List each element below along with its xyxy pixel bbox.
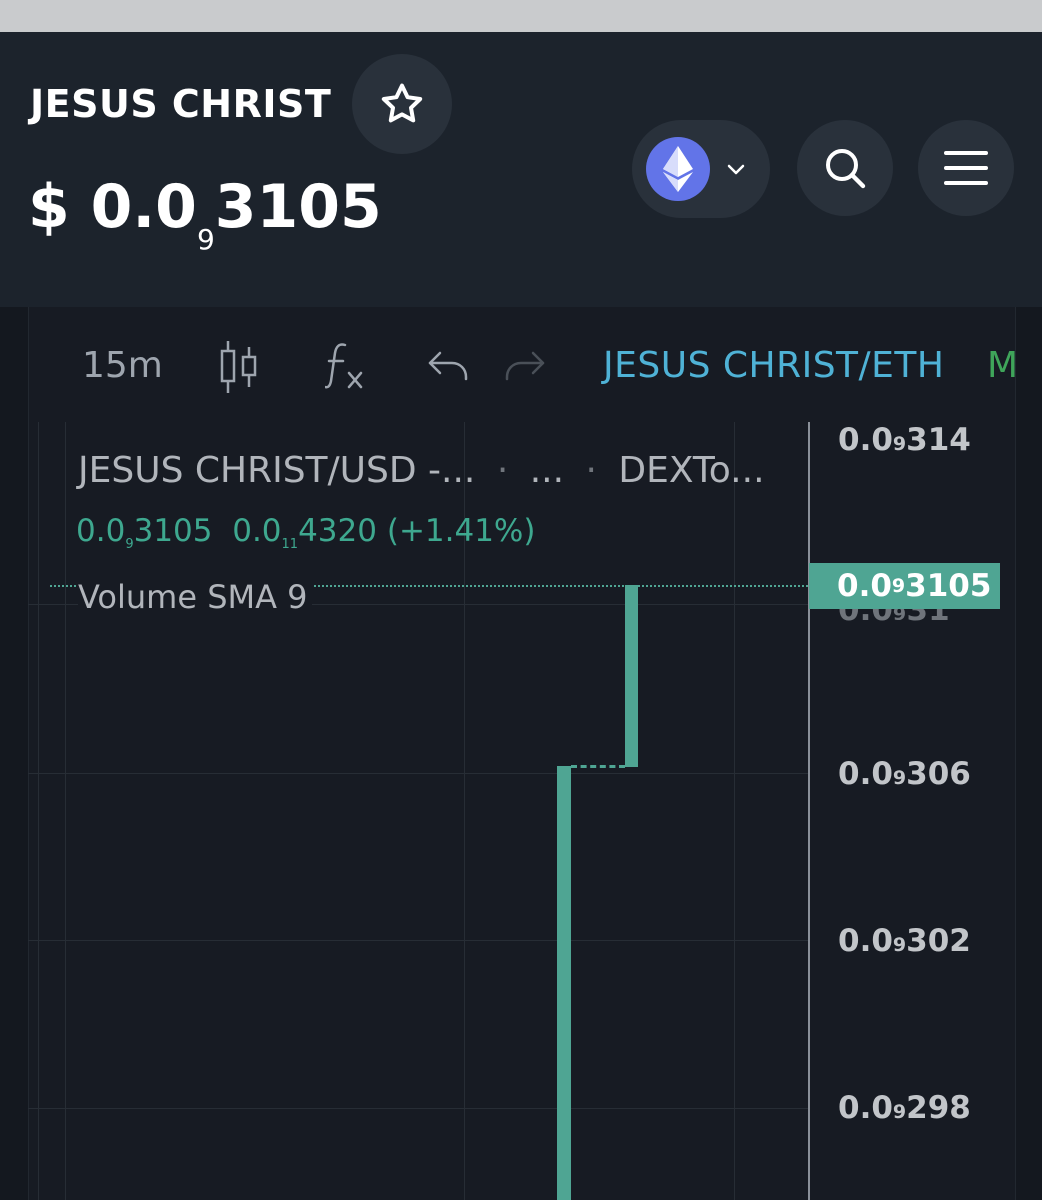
search-button[interactable] [797,120,893,216]
legend-change-prefix: 0.0 [232,513,282,549]
legend-change-pct: (+1.41%) [386,513,536,549]
grid-line [464,422,465,1200]
search-icon [826,149,866,189]
price-axis-label: 0.09306 [838,756,971,792]
grid-line [28,604,810,605]
chart-toolbar: 15m [29,307,1019,422]
legend-price-sub: 9 [125,537,134,553]
price-axis-border [808,422,810,1200]
grid-line [28,1108,810,1109]
volume-indicator-label[interactable]: Volume SMA 9 [78,578,312,616]
candlestick-icon [220,341,257,393]
indicators-button[interactable] [323,339,369,402]
legend-change-sub: 11 [281,537,299,553]
price-axis-label: 0.09302 [838,923,971,959]
chart-legend-title: JESUS CHRIST/USD -... · ... · DEXTo... [78,450,765,491]
chevron-down-icon [727,164,745,175]
grid-line [38,422,39,1200]
undo-icon [428,351,468,381]
chain-selector[interactable] [632,120,770,218]
price-axis-label: 0.09314 [838,422,971,458]
legend-pair: JESUS CHRIST/USD -... [78,450,476,491]
favorite-button[interactable] [352,54,452,154]
interval-selector[interactable]: 15m [82,345,163,386]
price-axis-label: 0.09298 [838,1090,971,1126]
token-name: JESUS CHRIST [30,82,332,126]
legend-price-prefix: 0.0 [76,513,126,549]
last-price-tag: 0.0 9 3105 [809,563,1000,609]
price-chart-area[interactable] [28,422,810,1200]
star-icon [381,83,423,123]
chart-panel: 15m [28,307,1019,1200]
grid-line [28,940,810,941]
grid-line [734,422,735,1200]
candle [625,585,638,767]
chart-legend-values: 0.093105 0.0114320 (+1.41%) [76,513,536,552]
legend-price-digits: 3105 [133,513,213,549]
pair-selector[interactable]: JESUS CHRIST/ETH [603,345,945,386]
candle [557,766,571,1200]
chart-type-button[interactable] [217,339,261,404]
token-price: $ 0.093105 [28,172,382,256]
menu-button[interactable] [918,120,1014,216]
grid-line [28,773,810,774]
price-zero-count: 9 [196,223,215,256]
legend-interval: ... [529,450,565,491]
next-tab[interactable]: M [987,345,1019,386]
ethereum-icon [646,137,710,201]
fx-icon [323,343,363,389]
status-strip [0,0,1042,32]
redo-icon [505,351,545,381]
redo-button[interactable] [503,349,547,392]
price-prefix: $ 0.0 [28,172,197,242]
last-price-line [50,585,808,587]
price-digits: 3105 [214,172,382,242]
hamburger-menu-icon [944,151,988,185]
undo-button[interactable] [426,349,470,392]
legend-source: DEXTo... [618,450,765,491]
legend-change-digits: 4320 [298,513,377,549]
candle-gap-line [571,765,625,768]
grid-line [65,422,66,1200]
